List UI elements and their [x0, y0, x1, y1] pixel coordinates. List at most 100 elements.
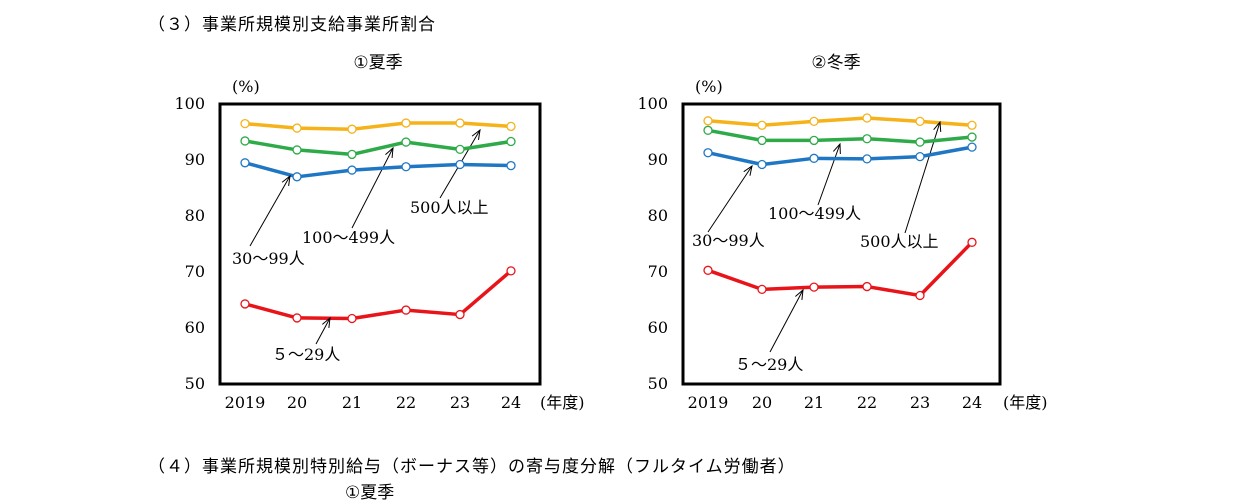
x-tick-label: 22: [396, 393, 416, 412]
y-tick-label: 80: [185, 206, 205, 225]
data-point-100-499: [240, 136, 250, 146]
data-point-500+: [401, 118, 411, 128]
data-point-100-499: [757, 135, 767, 146]
data-point-500+: [967, 120, 977, 130]
data-point-5-29: [915, 290, 925, 301]
data-point-30-99: [455, 159, 465, 170]
data-point-5-29: [703, 265, 713, 275]
section4-title: （４）事業所規模別特別給与（ボーナス等）の寄与度分解（フルタイム労働者）: [148, 457, 796, 477]
data-point-100-499: [915, 137, 925, 147]
charts-canvas: ①夏季 (%) 50 60 70 80 90 100 2019 20 21 22 23 24 (年度) 500…: [174, 53, 1048, 412]
y-tick-label: 90: [648, 150, 668, 169]
data-point-500+: [915, 116, 925, 127]
series-label-30-99: 30～99人: [692, 231, 765, 250]
data-point-100-499: [347, 149, 357, 160]
data-point-30-99: [967, 142, 977, 152]
data-point-30-99: [401, 162, 411, 172]
series-line-100-499: [244, 139, 512, 157]
series-label-30-99: 30～99人: [232, 249, 305, 268]
annotation-arrow-head: [471, 128, 481, 140]
data-point-100-499: [703, 125, 713, 135]
series-label-100-499: 100～499人: [768, 204, 861, 223]
x-tick-label: 21: [804, 393, 824, 412]
data-point-100-499: [862, 134, 872, 144]
chart-title: ②冬季: [811, 53, 860, 73]
annotation-arrow-line: [707, 165, 753, 233]
series-line-100-499: [707, 128, 973, 144]
chart-title: ①夏季: [353, 53, 402, 73]
annotation-arrow-head: [743, 164, 753, 176]
data-point-5-29: [455, 309, 465, 320]
series-line-5-29: [244, 269, 513, 321]
x-tick-label: 23: [910, 393, 930, 412]
data-point-500+: [292, 123, 302, 133]
annotation-arrow-head: [385, 146, 394, 159]
annotation-arrow-head: [322, 316, 331, 328]
series-line-500+: [244, 121, 512, 131]
series-label-500+: 500人以上: [860, 232, 939, 251]
x-tick-label: 2019: [225, 393, 266, 412]
series-label-5-29: ５～29人: [735, 355, 803, 374]
data-point-100-499: [292, 145, 302, 155]
y-tick-label: 70: [185, 262, 205, 281]
x-axis-unit-label: (年度): [1003, 393, 1048, 412]
data-point-5-29: [240, 299, 250, 309]
data-point-500+: [455, 118, 465, 128]
data-point-30-99: [506, 160, 516, 171]
y-tick-label: 60: [648, 318, 668, 337]
data-point-100-499: [401, 137, 411, 147]
annotation-arrow-line: [351, 147, 394, 229]
data-point-100-499: [967, 132, 977, 142]
data-point-30-99: [915, 151, 925, 162]
x-tick-label: 24: [501, 393, 521, 412]
y-tick-label: 90: [185, 150, 205, 169]
x-tick-label: 20: [752, 393, 772, 412]
section3-title: （３）事業所規模別支給事業所割合: [148, 15, 436, 35]
x-tick-label: 21: [342, 393, 362, 412]
series-line-30-99: [707, 145, 973, 167]
x-tick-label: 2019: [688, 393, 729, 412]
series-label-5-29: ５～29人: [272, 345, 340, 364]
annotation-arrow-head: [795, 288, 804, 300]
data-point-5-29: [292, 313, 302, 323]
data-point-30-99: [862, 154, 872, 164]
series-line-30-99: [244, 161, 512, 179]
data-point-100-499: [506, 136, 516, 147]
y-axis-unit-label: (%): [695, 77, 723, 96]
y-tick-label: 100: [174, 94, 205, 113]
x-tick-label: 20: [287, 393, 307, 412]
data-point-500+: [240, 118, 250, 129]
data-point-5-29: [757, 284, 767, 295]
data-point-500+: [703, 116, 713, 126]
data-point-30-99: [240, 158, 250, 168]
annotation-arrow-line: [817, 143, 841, 206]
data-point-5-29: [862, 281, 872, 292]
annotation-arrow-head: [281, 174, 291, 186]
plot-frame: [218, 102, 542, 386]
data-point-5-29: [347, 313, 357, 324]
data-point-100-499: [455, 144, 465, 155]
data-point-5-29: [401, 305, 411, 315]
data-point-30-99: [292, 172, 302, 182]
y-tick-label: 50: [648, 374, 668, 393]
series-label-100-499: 100～499人: [302, 228, 395, 247]
data-point-500+: [506, 121, 516, 132]
x-axis-unit-label: (年度): [540, 393, 585, 412]
annotation-arrow-line: [249, 175, 291, 247]
data-point-30-99: [809, 153, 819, 163]
data-point-30-99: [347, 165, 357, 175]
y-tick-label: 50: [185, 374, 205, 393]
data-point-5-29: [506, 266, 516, 276]
data-point-500+: [347, 124, 357, 134]
x-tick-label: 22: [857, 393, 877, 412]
data-point-30-99: [757, 159, 767, 170]
y-tick-label: 100: [637, 94, 668, 113]
data-point-30-99: [703, 148, 713, 158]
series-label-500+: 500人以上: [410, 198, 489, 217]
section4-cut-off-subtitle: ①夏季: [345, 483, 395, 503]
data-point-500+: [809, 116, 819, 127]
annotation-arrow-line: [769, 289, 804, 353]
annotation-arrow-line: [315, 317, 331, 345]
annotation-arrow-head: [933, 120, 942, 133]
data-point-5-29: [809, 282, 819, 292]
